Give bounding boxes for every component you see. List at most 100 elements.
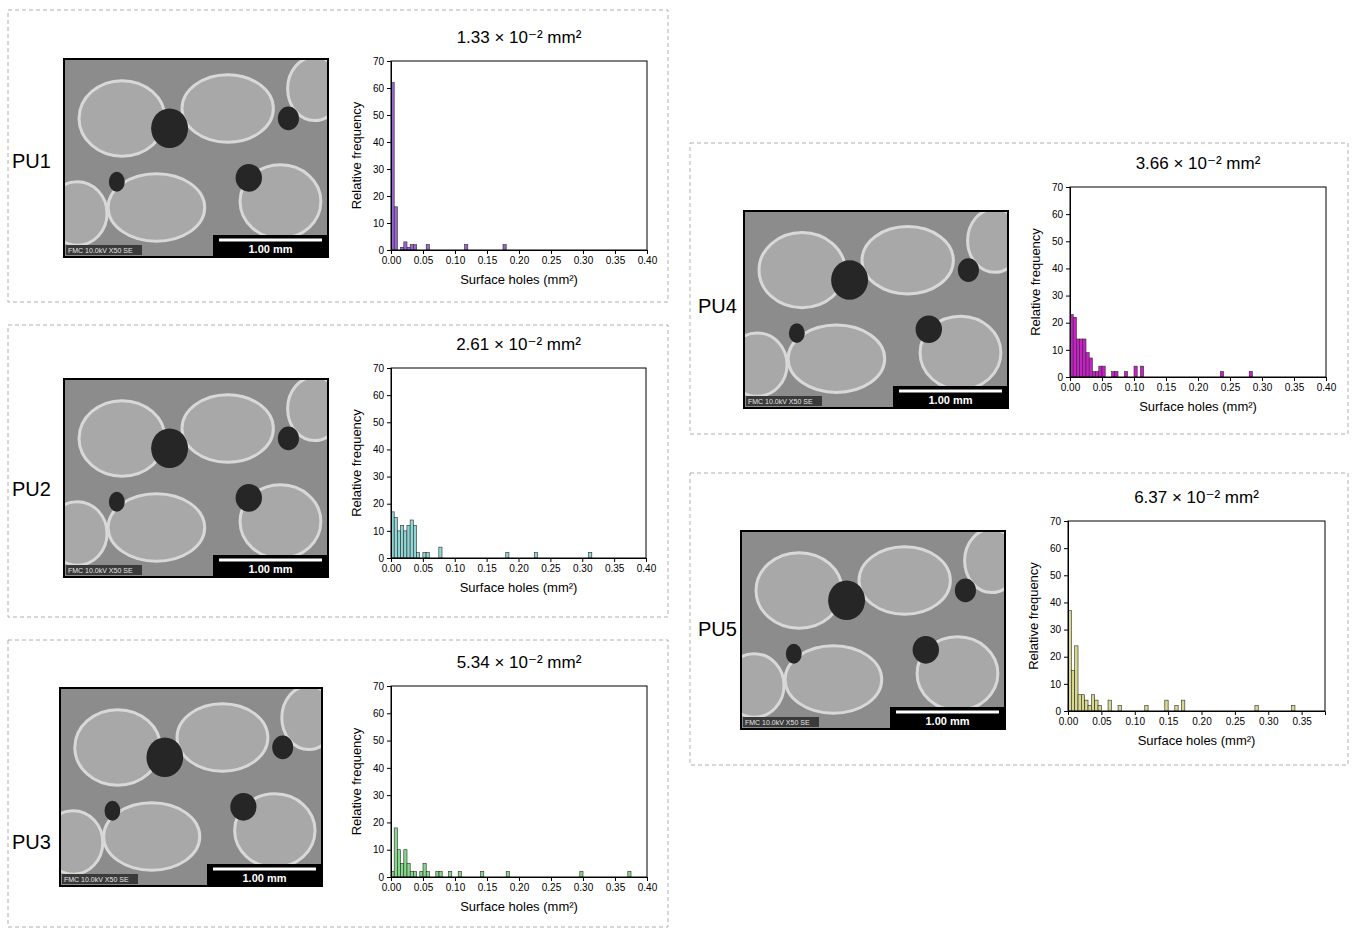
sem-image: 1.00 mmFMC 10.0kV X50 SE [724,529,1019,729]
x-tick-mark [1326,377,1327,381]
y-tick-label: 20 [373,817,385,828]
y-tick-mark [387,449,391,450]
y-axis-title: Relative frequency [1028,228,1043,336]
histogram-bar [397,850,400,877]
x-tick: 0.05 [414,877,434,893]
y-axis-line [387,62,392,251]
histogram-bar [1073,317,1076,377]
plot-frame [391,61,647,250]
x-tick-label: 0.10 [1126,716,1146,727]
x-tick-label: 0.00 [382,255,402,266]
histogram-bar [1165,700,1168,711]
histogram-bar [1220,372,1223,377]
x-tick: 0.20 [1192,711,1212,727]
histogram-bar [410,245,413,250]
histogram-bar [394,828,397,877]
bars [391,828,631,877]
y-axis-line [387,687,392,878]
x-tick-mark [583,877,584,881]
x-axis-line [392,559,647,563]
sem-cell [79,401,165,476]
x-tick-mark [646,558,647,562]
x-tick-label: 0.35 [1292,716,1312,727]
scale-bar-box [213,235,328,257]
y-tick-mark [387,169,391,170]
x-tick: 0.25 [1226,711,1246,727]
y-tick-mark [1064,657,1068,658]
y-tick-mark [1066,377,1070,378]
scale-bar [219,559,322,562]
histogram-bar [1092,372,1095,377]
x-tick-mark [1202,711,1203,715]
x-tick-label: 0.05 [1092,716,1112,727]
y-tick-mark [387,686,391,687]
y-axis-title: Relative frequency [349,409,364,517]
x-tick-mark [519,250,520,254]
y-tick-mark [387,61,391,62]
chart-title: 5.34 × 10⁻² mm² [457,653,582,672]
scale-bar [899,390,1002,393]
histogram-bar [1255,706,1258,711]
sem-cell [79,81,165,156]
plot-frame [1070,187,1326,377]
y-axis-line [387,369,392,559]
histogram-bar [1098,706,1101,711]
panel: PU41.00 mmFMC 10.0kV X50 SE0.000.050.100… [690,143,1348,434]
sem-hole [916,315,942,343]
x-tick-mark [1230,377,1231,381]
histogram-bar [397,531,400,558]
x-tick: 0.35 [1285,377,1305,393]
sem-image: 1.00 mmFMC 10.0kV X50 SE [43,686,336,886]
y-tick-label: 50 [1052,236,1064,247]
y-axis-line [1064,522,1069,712]
y-tick-mark [387,196,391,197]
sem-content [741,531,1005,729]
sem-info-ground [66,245,142,255]
x-axis-line [392,878,648,882]
y-tick: 60 [373,83,391,94]
sem-info: FMC 10.0kV X50 SE [748,398,813,405]
x-tick-mark [1198,377,1199,381]
y-tick-label: 60 [1050,543,1062,554]
x-tick-label: 0.15 [478,255,498,266]
x-tick-label: 0.25 [541,563,561,574]
y-tick-label: 60 [1052,209,1064,220]
y-tick-mark [1066,350,1070,351]
histogram-bar [1080,339,1083,377]
sem-border [744,211,1008,408]
y-axis-title: Relative frequency [1026,562,1041,670]
y-tick: 70 [373,681,391,692]
y-tick-mark [387,822,391,823]
panel-label: PU3 [12,831,51,853]
y-tick-label: 30 [373,471,385,482]
sem-cell [759,232,845,307]
y-tick-mark [1066,296,1070,297]
y-tick-label: 40 [373,137,385,148]
x-tick-mark [551,250,552,254]
sem-border [64,379,328,577]
x-tick-label: 0.05 [414,882,434,893]
y-tick: 30 [1052,290,1070,301]
y-axis: 010203040506070 [1050,516,1069,717]
y-tick-label: 60 [373,83,385,94]
y-tick-mark [387,88,391,89]
histogram-bar [426,872,429,877]
sem-cell [177,704,268,772]
sem-content [60,688,322,886]
y-axis-title: Relative frequency [349,727,364,835]
x-tick-mark [1268,711,1269,715]
y-tick: 10 [1050,679,1068,690]
x-tick: 0.00 [1061,377,1081,393]
x-tick: 0.15 [478,877,498,893]
y-tick-mark [1064,602,1068,603]
histogram-bar [506,872,509,877]
x-tick-mark [1101,711,1102,715]
x-tick-mark [1166,377,1167,381]
x-tick: 0.35 [605,558,625,574]
sem-hole [109,172,125,192]
histogram-bar [1102,366,1105,377]
sem-cell [859,547,950,615]
y-tick: 10 [373,844,391,855]
x-tick-label: 0.40 [638,882,658,893]
sem-hole [786,644,802,664]
